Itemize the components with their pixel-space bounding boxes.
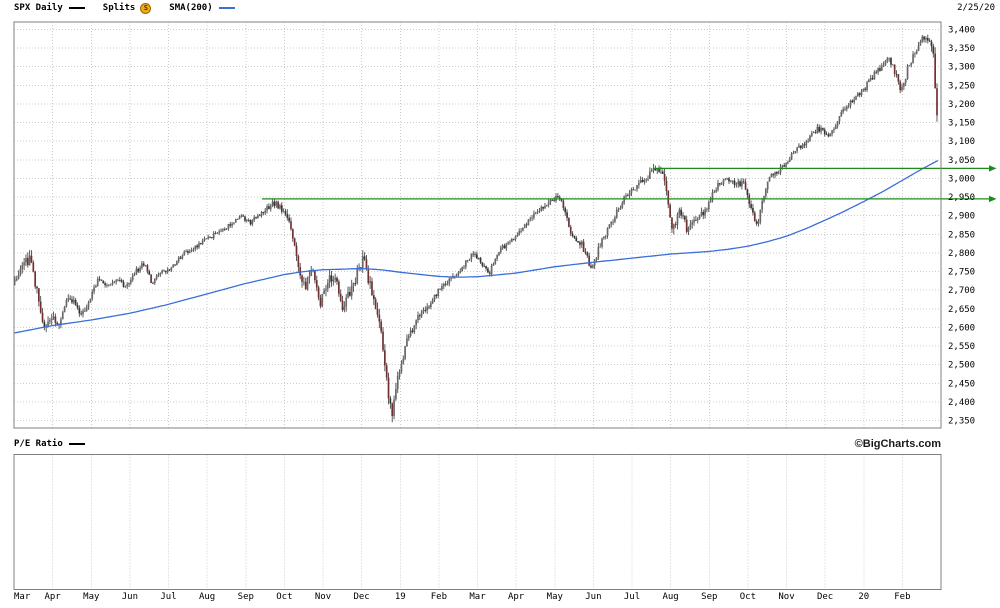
y-axis-label: 2,700 [948, 286, 975, 296]
trendline-arrow-icon [989, 165, 997, 172]
bigcharts-watermark: ©BigCharts.com [854, 437, 941, 450]
y-axis-label: 2,450 [948, 379, 975, 389]
sma200-line [13, 160, 939, 334]
y-axis-label: 2,750 [948, 268, 975, 278]
y-axis-label: 3,200 [948, 100, 975, 110]
x-axis-label: 19 [394, 592, 406, 602]
x-axis-label: Nov [778, 592, 795, 602]
x-axis-label: Sep [701, 592, 718, 602]
y-axis-label: 2,650 [948, 305, 975, 315]
pe-grid [52, 454, 903, 590]
symbol-interval-label: SPX Daily [14, 3, 63, 13]
x-axis-label: Nov [314, 592, 332, 602]
pe-plot-border [13, 454, 942, 590]
y-axis-label: 3,250 [948, 81, 975, 91]
y-axis-label: 3,300 [948, 63, 975, 73]
x-axis-label: May [546, 592, 563, 602]
y-axis-label: 3,400 [948, 25, 975, 35]
chart-legend: SPX Daily Splits S SMA(200) 2/25/20 [14, 1, 995, 15]
y-axis-label: 3,350 [948, 44, 975, 54]
x-axis-label: Apr [507, 592, 525, 602]
chart-date: 2/25/20 [957, 3, 995, 13]
x-axis-label: Oct [276, 592, 293, 602]
x-axis-label: Feb [430, 592, 448, 602]
y-axis-label: 3,100 [948, 137, 975, 147]
x-axis-label: Oct [739, 592, 757, 602]
x-axis-label: Jun [585, 592, 602, 602]
x-axis-label: Dec [816, 592, 834, 602]
y-axis-label: 3,150 [948, 119, 975, 129]
y-axis-label: 3,000 [948, 174, 975, 184]
y-axis-label: 2,900 [948, 212, 975, 222]
x-axis-label: 20 [858, 592, 870, 602]
trendlines-layer [262, 165, 997, 203]
y-axis-label: 2,950 [948, 193, 975, 203]
pe-line-swatch [68, 442, 85, 445]
y-axis-label: 2,350 [948, 417, 975, 427]
x-axis-label: Jul [160, 592, 177, 602]
x-axis-label: Aug [662, 592, 679, 602]
pe-ratio-panel [13, 454, 942, 590]
y-axis-labels: 3,400 3,350 3,300 3,250 3,200 3,150 3,100 3,050… [948, 25, 975, 426]
x-axis-label: Aug [198, 592, 216, 602]
sma-label: SMA(200) [169, 3, 213, 13]
splits-icon: S [140, 2, 152, 14]
x-axis-label: May [83, 592, 100, 602]
main-grid [14, 22, 941, 428]
y-axis-label: 2,800 [948, 249, 975, 259]
trendline-arrow-icon [989, 195, 997, 203]
x-axis-label: Jul [623, 592, 641, 602]
pe-ratio-label: P/E Ratio [14, 438, 63, 449]
price-chart-panel: 3,400 3,350 3,300 3,250 3,200 3,150 3,100 3,050… [13, 21, 997, 429]
x-axis-labels: Mar Apr May Jun Jul Aug Sep Oct Nov Dec 19 Feb Mar Ap… [0, 592, 1000, 605]
price-plot-border [13, 21, 942, 429]
x-axis-label: Mar [469, 592, 486, 602]
y-axis-label: 2,500 [948, 361, 975, 371]
price-line-swatch [68, 7, 85, 9]
candlesticks-layer [14, 34, 938, 423]
sma-line-swatch [218, 7, 235, 9]
y-axis-label: 2,850 [948, 230, 975, 240]
pe-legend: P/E Ratio ©BigCharts.com [14, 437, 941, 450]
splits-label: Splits [102, 3, 136, 13]
x-axis-label: Mar [14, 592, 31, 602]
x-axis-label: Sep [237, 592, 254, 602]
x-axis-label: Apr [44, 592, 61, 602]
x-axis-label: Feb [894, 592, 911, 602]
y-axis-label: 2,600 [948, 323, 975, 333]
y-axis-label: 2,550 [948, 342, 975, 352]
x-axis-label: Dec [353, 592, 370, 602]
y-axis-label: 2,400 [948, 398, 975, 408]
y-axis-label: 3,050 [948, 156, 975, 166]
x-axis-label: Jun [121, 592, 139, 602]
